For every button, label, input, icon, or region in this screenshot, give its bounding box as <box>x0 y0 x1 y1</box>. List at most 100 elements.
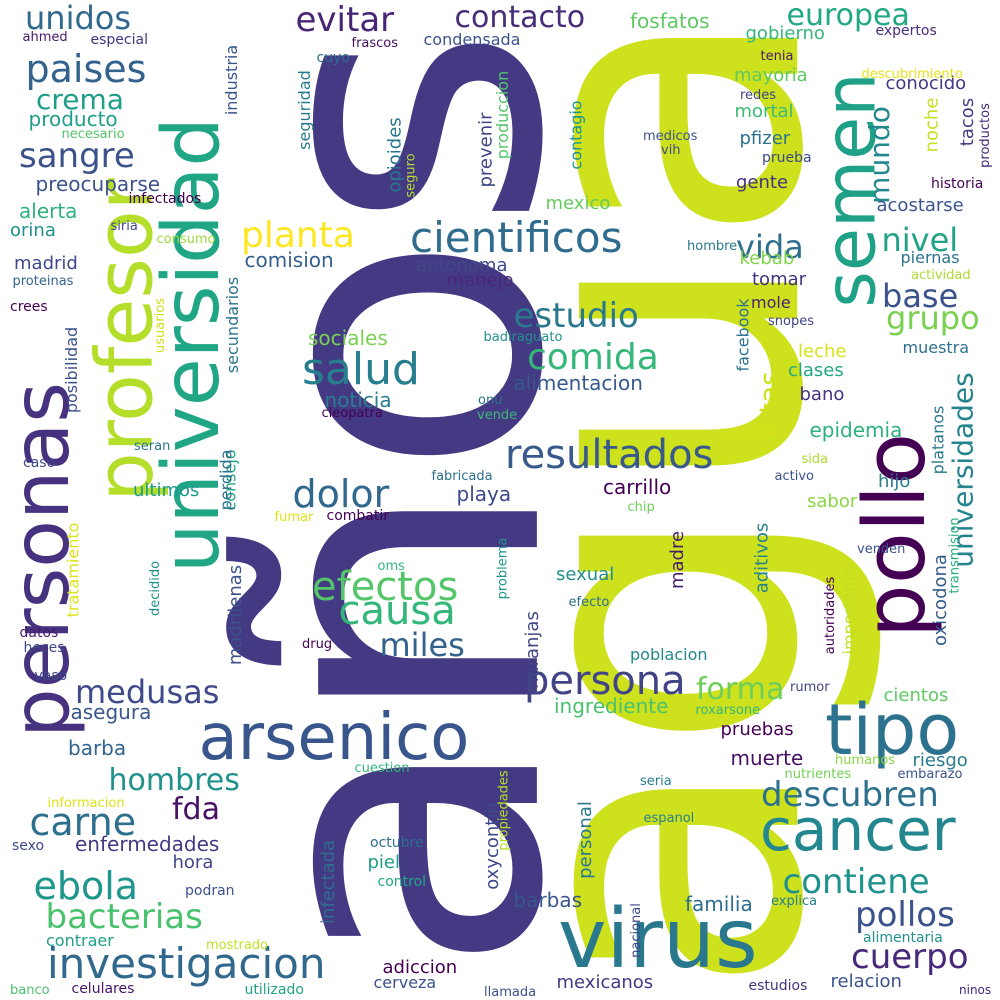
word-resultados: resultados <box>505 432 714 478</box>
word-infectados: infectados <box>128 191 202 207</box>
word-cientificos: cientificos <box>410 213 623 262</box>
word-vaso: vaso <box>34 668 68 684</box>
word-siria: siria <box>110 218 138 234</box>
word-sociales: sociales <box>308 326 388 350</box>
word-comision: comision <box>244 248 334 272</box>
word-transmision: transmision <box>947 516 963 594</box>
word-rumores: rumores <box>719 424 774 440</box>
word-mexico: mexico <box>545 193 611 214</box>
word-snopes: snopes <box>768 313 814 329</box>
word-secundarios: secundarios <box>223 276 243 374</box>
word-sangre: sangre <box>19 136 135 176</box>
word-madrid: madrid <box>14 253 78 274</box>
word-carne: carne <box>29 800 137 844</box>
word-utilizado: utilizado <box>244 982 304 998</box>
word-cuyo: cuyo <box>316 50 350 66</box>
word-informacion: informacion <box>47 795 125 811</box>
word-leche: leche <box>798 341 847 362</box>
word-posibilidad: posibilidad <box>62 326 82 414</box>
word-orina: orina <box>10 220 56 241</box>
word-heces: heces <box>23 640 65 656</box>
word-comida: comida <box>527 337 659 378</box>
word-cuestion: cuestion <box>354 760 410 776</box>
word-medusas: medusas <box>75 673 220 711</box>
word-condensada: condensada <box>423 30 521 49</box>
word-pruebas: pruebas <box>720 719 794 740</box>
word-noticia: noticia <box>324 388 392 412</box>
word-poblacion: poblacion <box>630 645 708 664</box>
word-sabor: sabor <box>807 491 858 512</box>
word-madrilenas: madrilenas <box>225 564 247 666</box>
word-vende: vende <box>477 407 518 423</box>
word-explica: explica <box>771 893 818 909</box>
word-rumor: rumor <box>790 679 830 695</box>
word-fosfatos: fosfatos <box>630 9 710 33</box>
word-tipo: tipo <box>825 689 960 771</box>
word-nacional: nacional <box>628 902 644 958</box>
word-seria: seria <box>640 773 672 789</box>
word-investigacion: investigacion <box>47 939 326 988</box>
word-productos: productos <box>977 102 993 168</box>
word-medicos: medicos <box>643 128 698 144</box>
word-frascos: frascos <box>351 35 399 51</box>
word-podran: podran <box>185 883 235 899</box>
word-playa: playa <box>456 482 512 506</box>
word-noche: noche <box>920 97 942 153</box>
word-autonoma: autonoma <box>416 255 508 276</box>
word-seguridad: seguridad <box>294 70 314 150</box>
word-madre: madre <box>667 530 689 590</box>
word-adiccion: adiccion <box>382 957 458 978</box>
word-cientos: cientos <box>883 685 949 706</box>
word-platanos: platanos <box>927 405 947 475</box>
word-pfizer: pfizer <box>739 128 791 149</box>
word-ahmed: ahmed <box>22 29 68 45</box>
word-drug: drug <box>302 636 333 652</box>
word-estudio: estudio <box>513 296 639 336</box>
word-activo: activo <box>774 468 814 484</box>
word-consumo: consumo <box>156 231 216 247</box>
word-humanos: humanos <box>835 752 896 768</box>
word-embarazo: embarazo <box>897 766 963 782</box>
word-miles: miles <box>379 626 465 664</box>
word-fumar: fumar <box>274 509 314 525</box>
word-mortal: mortal <box>734 101 794 122</box>
word-salud: salud <box>302 344 420 395</box>
word-contraer: contraer <box>46 931 114 950</box>
word-alimentacion: alimentacion <box>513 371 643 395</box>
word-prueba: prueba <box>762 150 812 166</box>
word-nutrientes: nutrientes <box>784 766 852 782</box>
word-personal: personal <box>574 801 596 879</box>
word-gobierno: gobierno <box>745 23 825 44</box>
word-problema: problema <box>495 537 511 599</box>
word-planta: planta <box>241 215 355 256</box>
word-vida: vida <box>736 228 804 266</box>
word-propiedades: propiedades <box>496 769 512 851</box>
word-hombres: hombres <box>108 763 240 798</box>
word-fda: fda <box>172 792 220 827</box>
word-muestra: muestra <box>902 338 970 357</box>
word-mostrado: mostrado <box>206 937 269 953</box>
word-seguro: seguro <box>403 152 419 198</box>
word-virus: virus <box>558 892 758 987</box>
word-expertos: expertos <box>875 23 937 39</box>
word-caso: caso <box>23 455 56 471</box>
word-especial: especial <box>90 32 148 48</box>
word-bacterias: bacterias <box>45 897 203 937</box>
word-onu: onu <box>478 392 503 408</box>
word-base: base <box>882 277 959 315</box>
word-producto: producto <box>28 107 118 131</box>
word-paises: paises <box>25 47 147 91</box>
word-naranjas: naranjas <box>521 611 543 689</box>
word-ultimos: ultimos <box>133 480 200 501</box>
word-proteinas: proteinas <box>12 273 74 289</box>
word-arsenico: arsenico <box>198 701 470 775</box>
word-grupo: grupo <box>886 299 980 337</box>
word-enfermedades: enfermedades <box>75 832 220 856</box>
word-unidos: unidos <box>25 0 132 37</box>
word-cerveza: cerveza <box>373 973 437 992</box>
word-carrillo: carrillo <box>603 475 672 499</box>
word-cleopatra: cleopatra <box>321 405 383 421</box>
word-conocido: conocido <box>885 73 967 94</box>
word-mundo: mundo <box>862 106 896 204</box>
word-espanol: espanol <box>643 810 695 826</box>
